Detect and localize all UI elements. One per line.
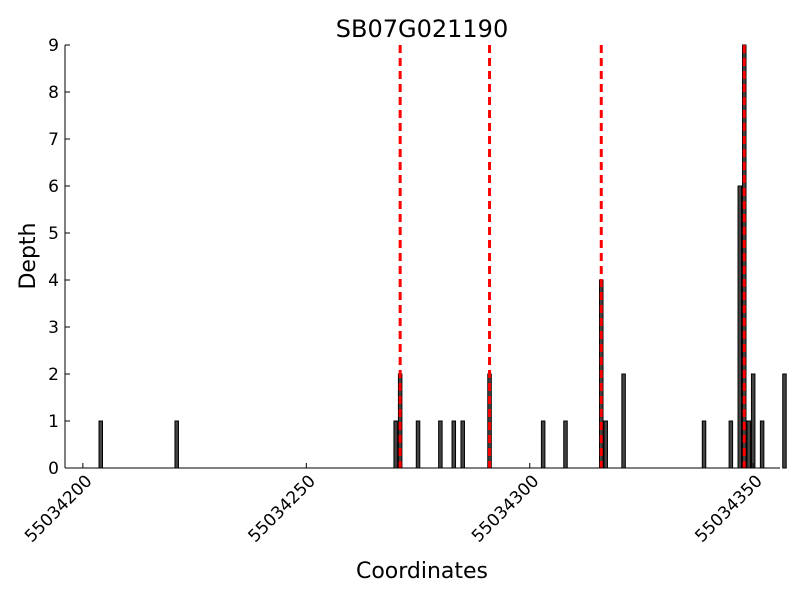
x-tick-label-3: 55034350 (691, 471, 766, 546)
depth-bar-7 (460, 420, 465, 469)
depth-bar-6 (451, 420, 457, 469)
y-tick-label-9: 9 (48, 36, 59, 56)
y-tick-label-8: 8 (48, 83, 59, 103)
x-tick-label-1: 55034250 (245, 471, 320, 546)
y-tick-label-6: 6 (48, 177, 59, 197)
x-tick-label-2: 55034300 (468, 471, 543, 546)
y-tick-label-2: 2 (48, 365, 59, 385)
depth-bar-5 (438, 420, 443, 469)
depth-bar-14 (701, 420, 707, 469)
y-tick-label-3: 3 (48, 318, 59, 338)
depth-bar-4 (415, 420, 421, 469)
depth-bar-10 (563, 420, 568, 469)
y-tick-label-1: 1 (48, 412, 59, 432)
x-tick-label-0: 55034200 (21, 471, 96, 546)
y-tick-label-4: 4 (48, 271, 59, 291)
y-tick-label-0: 0 (48, 459, 59, 479)
x-axis-label: Coordinates (356, 559, 488, 584)
depth-bar-9 (540, 420, 546, 469)
depth-bar-0 (98, 420, 103, 469)
chart-title: SB07G021190 (336, 15, 508, 43)
y-tick-label-7: 7 (48, 130, 59, 150)
depth-bar-16 (737, 185, 743, 469)
depth-bar-12 (603, 420, 608, 469)
depth-bar-2 (393, 420, 398, 469)
depth-bar-20 (759, 420, 765, 469)
plot-area: 0 1 2 3 4 5 6 7 8 9 55034200 55034250 55034300 550343… (21, 36, 787, 547)
depth-bar-1 (174, 420, 179, 469)
y-tick-label-5: 5 (48, 224, 59, 244)
depth-bar-21 (782, 373, 787, 469)
depth-bar-18 (746, 420, 751, 469)
depth-bar-13 (621, 373, 626, 469)
depth-bar-19 (750, 373, 756, 469)
y-axis-label: Depth (16, 222, 41, 289)
depth-bar-15 (728, 420, 734, 469)
